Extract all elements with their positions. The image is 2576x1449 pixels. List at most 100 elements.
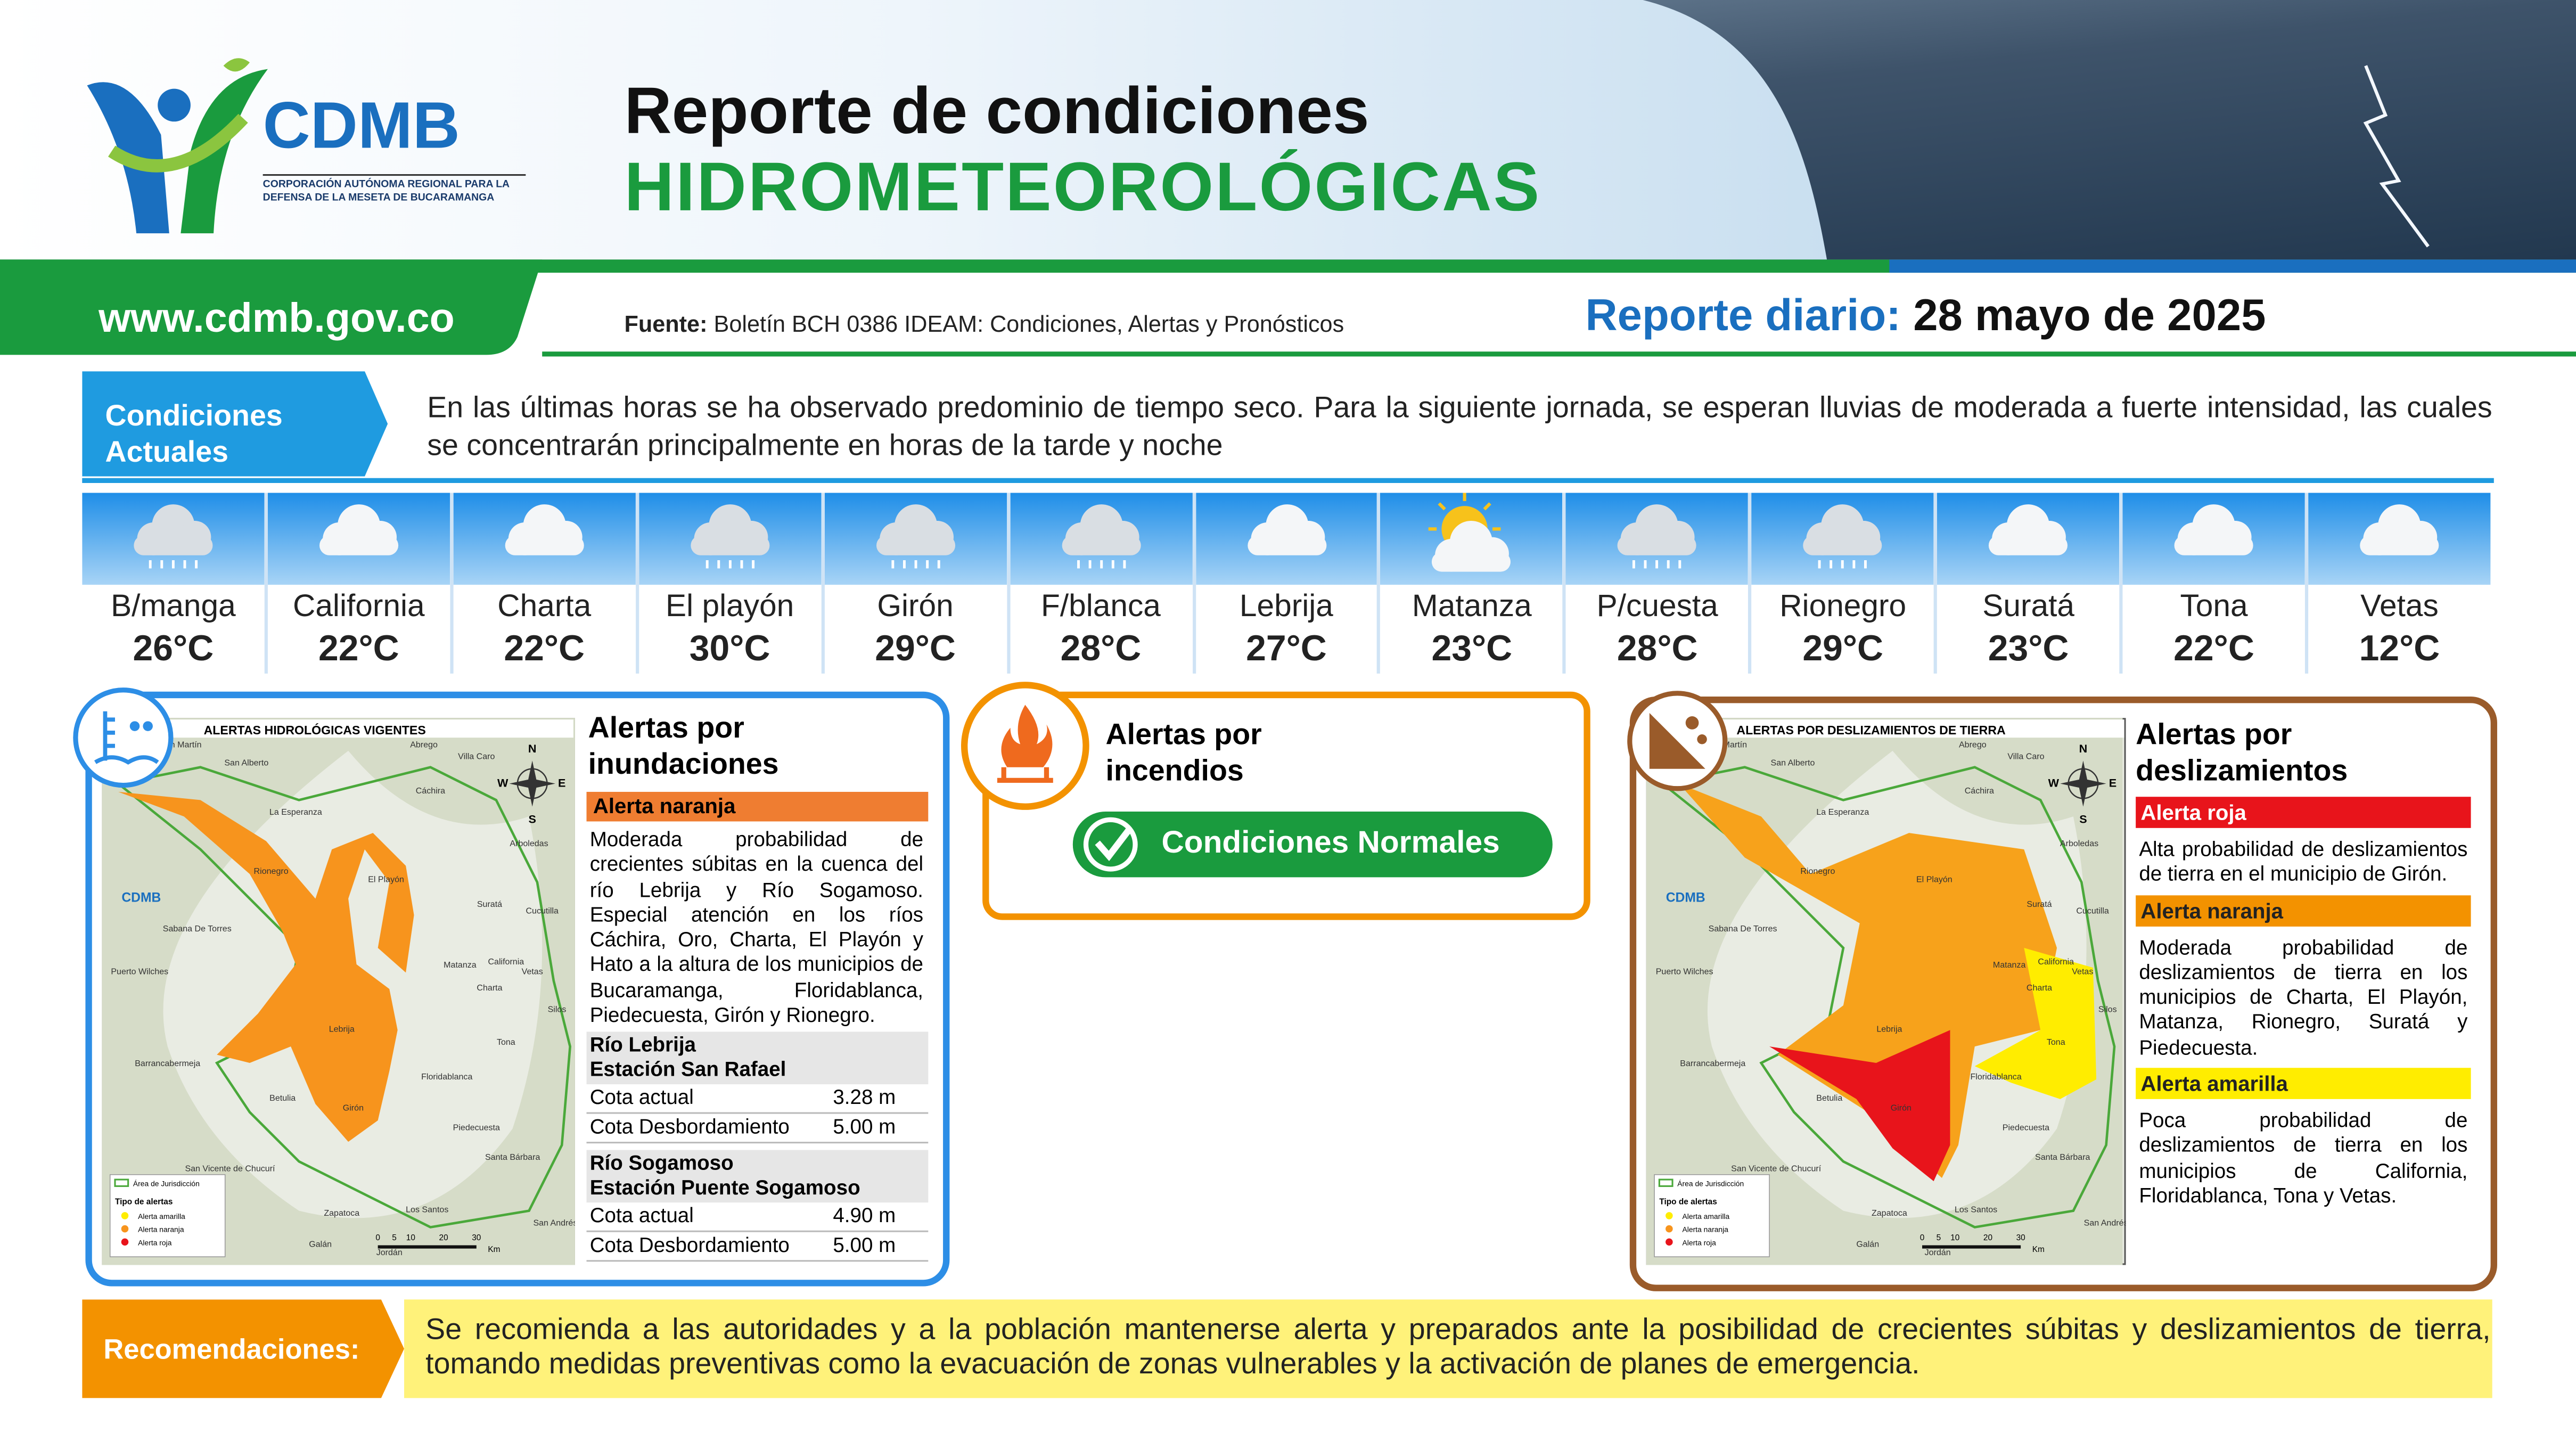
cloud bbox=[1618, 535, 1697, 555]
station-value: 5.00 m bbox=[833, 1115, 896, 1139]
weather-icon bbox=[1195, 493, 1378, 585]
scale-label: 20 bbox=[439, 1233, 448, 1242]
compass-letter: W bbox=[2048, 776, 2060, 790]
city-temp: 28°C bbox=[1617, 627, 1698, 669]
station-row: Cota actual 3.28 m bbox=[586, 1084, 929, 1114]
legend-item: Alerta roja bbox=[138, 1238, 172, 1247]
compass-letter: S bbox=[528, 813, 536, 826]
website[interactable]: www.cdmb.gov.co bbox=[99, 296, 455, 342]
station-label: Cota Desbordamiento bbox=[589, 1115, 790, 1139]
landslide-map: ALERTAS POR DESLIZAMIENTOS DE TIERRA San … bbox=[1646, 718, 2126, 1265]
cloud bbox=[876, 535, 955, 555]
cloud bbox=[1246, 535, 1326, 555]
map-place: San Alberto bbox=[224, 758, 268, 768]
city-name: P/cuesta bbox=[1596, 590, 1718, 625]
scale-label: 0 bbox=[1920, 1233, 1925, 1242]
legend-dot bbox=[121, 1212, 129, 1219]
station-value: 4.90 m bbox=[833, 1204, 896, 1227]
map-place: El Playón bbox=[1916, 875, 1952, 885]
legend-item: Alerta roja bbox=[1683, 1238, 1717, 1247]
map-place: San Vicente de Chucurí bbox=[185, 1164, 275, 1174]
compass-letter: E bbox=[558, 776, 565, 790]
city-name: Charta bbox=[497, 590, 592, 625]
map-place: Betulia bbox=[269, 1093, 296, 1103]
map-place: Santa Bárbara bbox=[2035, 1152, 2090, 1162]
scale-label: 10 bbox=[406, 1233, 415, 1242]
flood-level: Alerta naranja bbox=[586, 791, 929, 822]
map-place: Girón bbox=[1891, 1103, 1912, 1112]
city-temp: 22°C bbox=[318, 627, 399, 669]
city-name: Lebrija bbox=[1239, 590, 1333, 625]
map-place: Girón bbox=[343, 1103, 364, 1112]
cloud bbox=[1061, 535, 1141, 555]
map-place: Rionegro bbox=[254, 866, 289, 876]
map-place: San Vicente de Chucurí bbox=[1731, 1164, 1822, 1174]
station: Río Lebrija Estación San Rafael Cota actua… bbox=[586, 1032, 929, 1144]
fire-status-pill bbox=[1072, 811, 1553, 878]
map-place: California bbox=[2038, 957, 2074, 967]
city-temp: 23°C bbox=[1431, 627, 1513, 669]
alert-text: Poca probabilidad de deslizamientos de t… bbox=[2139, 1109, 2468, 1208]
map-place: Betulia bbox=[1816, 1093, 1842, 1103]
map-place: Matanza bbox=[444, 960, 477, 970]
landslide-panel bbox=[1629, 697, 2497, 1291]
weather-icon bbox=[453, 493, 636, 585]
weather-icon bbox=[267, 493, 450, 585]
city-temp: 28°C bbox=[1060, 627, 1142, 669]
station-row: Cota actual 4.90 m bbox=[586, 1202, 929, 1232]
weather-icon bbox=[1566, 493, 1749, 585]
legend-title: Tipo de alertas bbox=[1659, 1197, 1717, 1206]
scale-unit: Km bbox=[2032, 1245, 2045, 1254]
recommendations-text: Se recomienda a las autoridades y a la p… bbox=[425, 1312, 2491, 1380]
map-place: Abrego bbox=[1959, 740, 1987, 750]
forecast-cell: Girón 29°C bbox=[824, 493, 1010, 674]
forecast-cell: Rionegro 29°C bbox=[1752, 493, 1938, 674]
map-place: Cucutilla bbox=[2076, 906, 2109, 915]
city-temp: 22°C bbox=[2173, 627, 2254, 669]
map-place: Barrancabermeja bbox=[135, 1059, 200, 1068]
compass-letter: N bbox=[528, 742, 537, 755]
cloud bbox=[690, 535, 769, 555]
map-place: Lebrija bbox=[329, 1024, 355, 1034]
map-place: Cucutilla bbox=[526, 906, 559, 915]
map-place: Villa Caro bbox=[2007, 751, 2044, 761]
logo-name: CDMB bbox=[262, 90, 460, 163]
sun-ray bbox=[1438, 502, 1447, 511]
station-name: Estación San Rafael bbox=[589, 1058, 786, 1081]
map-place: Lebrija bbox=[1876, 1024, 1902, 1034]
compass-letter: N bbox=[2079, 742, 2088, 755]
station-header: Río Lebrija Estación San Rafael bbox=[586, 1032, 929, 1085]
alert-level: Alerta naranja bbox=[2136, 895, 2471, 926]
station-river: Río Sogamoso bbox=[589, 1151, 734, 1175]
flood-icon bbox=[73, 687, 174, 788]
report-date-line: Reporte diario: 28 mayo de 2025 bbox=[1586, 291, 2266, 342]
report-label: Reporte diario: bbox=[1585, 291, 1901, 340]
map-place: Galán bbox=[309, 1240, 332, 1249]
map-logo: CDMB bbox=[1666, 891, 1705, 905]
flood-text: Moderada probabilidad de crecientes súbi… bbox=[589, 828, 924, 1027]
map-place: Los Santos bbox=[406, 1205, 448, 1215]
city-temp: 23°C bbox=[1988, 627, 2069, 669]
scale-label: 0 bbox=[375, 1233, 380, 1242]
map-place: Zapatoca bbox=[1872, 1208, 1907, 1218]
map-place: Rionegro bbox=[1800, 866, 1835, 876]
scale-label: 10 bbox=[1950, 1233, 1959, 1242]
map-place: Silos bbox=[548, 1004, 567, 1014]
station-row: Cota Desbordamiento 5.00 m bbox=[586, 1114, 929, 1144]
city-name: Rionegro bbox=[1779, 590, 1907, 625]
legend-text: Área de Jurisdicción bbox=[133, 1179, 200, 1188]
scale-bar bbox=[1922, 1245, 2021, 1249]
landslide-alerts: Alerta roja Alta probabilidad de deslizam… bbox=[2136, 797, 2471, 1216]
yellow-area bbox=[1974, 948, 2097, 1099]
map-canvas: ALERTAS POR DESLIZAMIENTOS DE TIERRA San … bbox=[1646, 718, 2126, 1265]
map-place: Abrego bbox=[410, 740, 438, 750]
weather-icon bbox=[638, 493, 821, 585]
map-place: La Esperanza bbox=[269, 807, 322, 817]
city-name: Girón bbox=[877, 590, 954, 625]
map-place: Jordán bbox=[1925, 1248, 1951, 1257]
forecast-cell: Matanza 23°C bbox=[1381, 493, 1566, 674]
map-place: Barrancabermeja bbox=[1680, 1059, 1745, 1068]
cloud bbox=[505, 535, 584, 555]
